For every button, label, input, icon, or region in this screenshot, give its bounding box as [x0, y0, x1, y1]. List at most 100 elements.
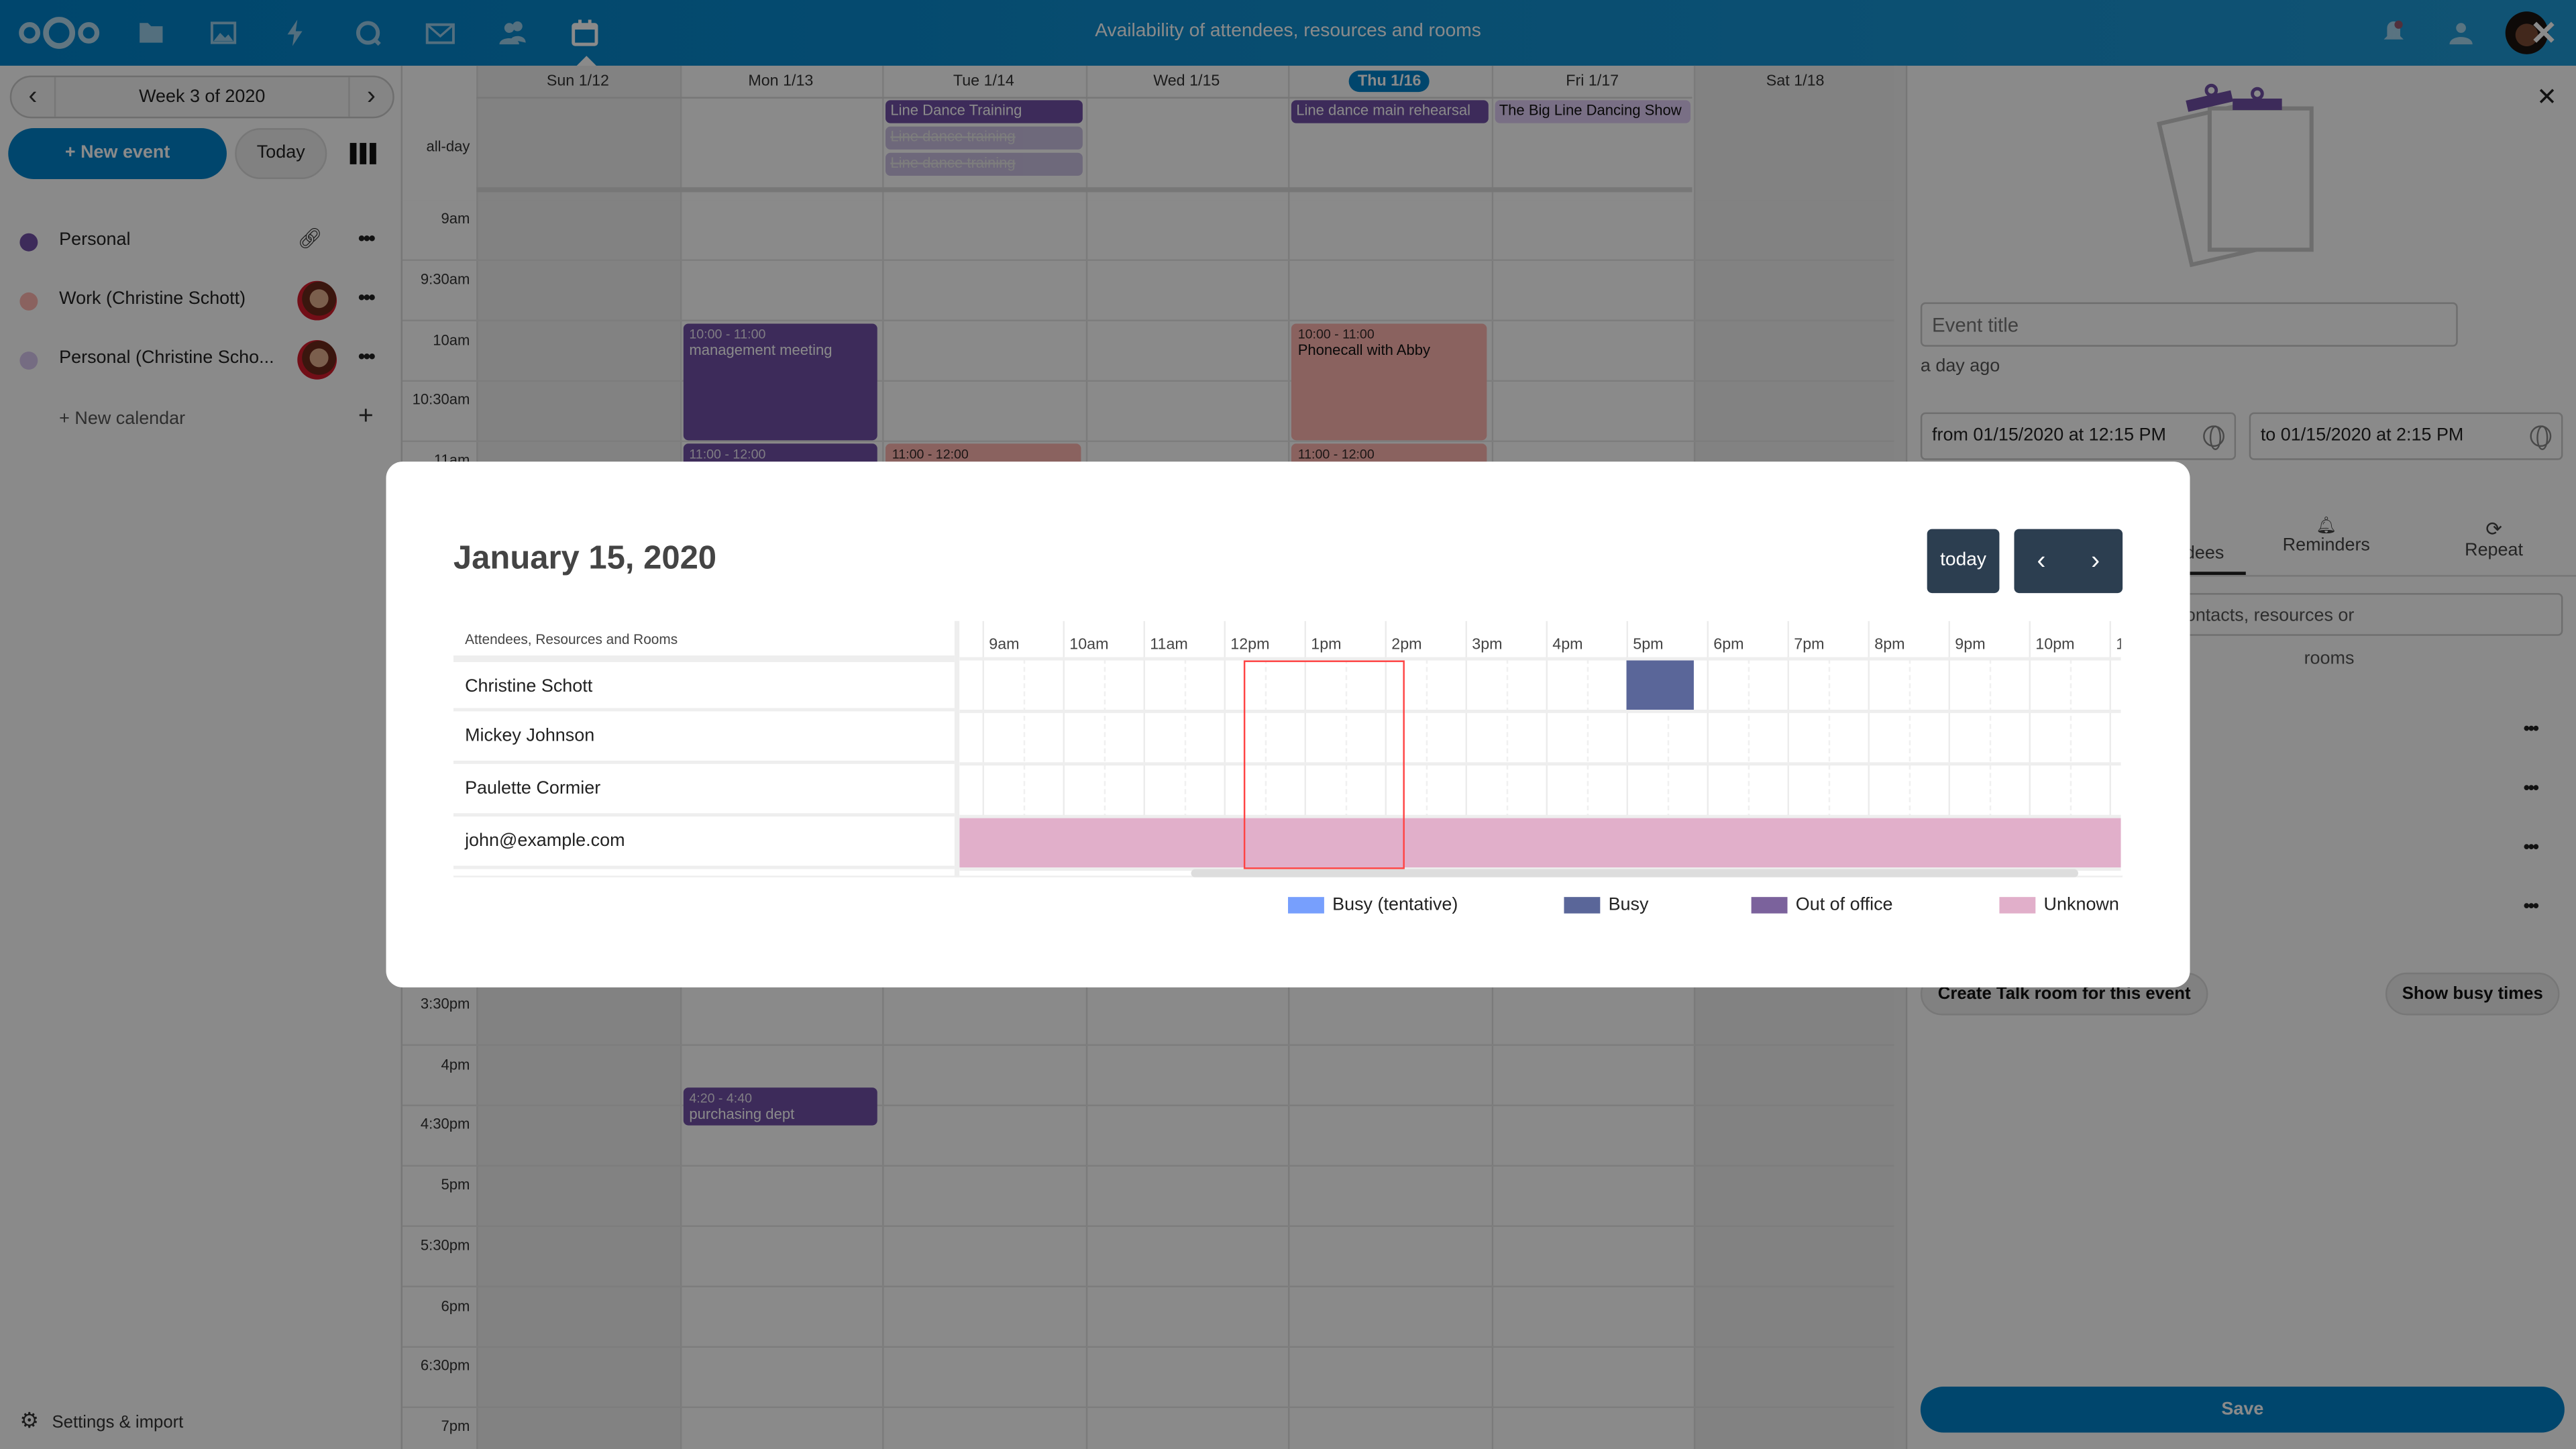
- day-header[interactable]: Thu 1/16: [1288, 70, 1491, 93]
- attendee-more-options-icon[interactable]: •••: [2523, 897, 2539, 917]
- attendee-name: john@example.com: [465, 831, 625, 851]
- start-datetime-input[interactable]: from 01/15/2020 at 12:15 PM: [1920, 412, 2237, 460]
- settings-import-link[interactable]: ⚙ Settings & import: [19, 1408, 183, 1434]
- day-header-label: Sat 1/18: [1766, 72, 1825, 91]
- contacts-menu-icon[interactable]: [2445, 18, 2474, 48]
- time-label: 5pm: [441, 1176, 470, 1193]
- all-day-event[interactable]: Line dance training: [885, 126, 1082, 150]
- timezone-globe-icon[interactable]: [2530, 425, 2552, 451]
- event-time: 10:00 - 11:00: [689, 326, 766, 341]
- mail-icon[interactable]: [425, 18, 455, 48]
- calendar-item[interactable]: Work (Christine Schott) •••: [0, 276, 402, 325]
- hour-gridline: [1224, 621, 1226, 868]
- hour-gridline: [1385, 621, 1387, 868]
- page-title: Availability of attendees, resources and…: [1095, 21, 1481, 42]
- calendar-color-dot[interactable]: [19, 233, 38, 252]
- calendar-name: Personal (Christine Scho...: [59, 348, 274, 368]
- calendar-color-dot[interactable]: [19, 352, 38, 370]
- event-title: management meeting: [689, 341, 833, 358]
- empty-event-illustration-icon: [2156, 83, 2314, 268]
- photos-icon[interactable]: [209, 18, 238, 48]
- nextcloud-logo[interactable]: [16, 15, 101, 59]
- talk-icon[interactable]: [354, 18, 383, 48]
- week-label[interactable]: Week 3 of 2020: [54, 77, 350, 117]
- time-label: 9:30am: [420, 270, 470, 287]
- attendee-row: Christine Schott: [453, 659, 955, 712]
- user-avatar[interactable]: [2505, 11, 2548, 54]
- start-datetime-value: from 01/15/2020 at 12:15 PM: [1932, 425, 2166, 445]
- end-datetime-input[interactable]: to 01/15/2020 at 2:15 PM: [2249, 412, 2563, 460]
- day-header[interactable]: Mon 1/13: [680, 72, 882, 91]
- save-button[interactable]: Save: [1920, 1386, 2565, 1433]
- tab-reminders[interactable]: 🔔︎ Reminders: [2269, 517, 2383, 555]
- close-modal-icon[interactable]: ✕: [2530, 16, 2558, 53]
- new-event-button[interactable]: + New event: [8, 128, 227, 179]
- activity-icon[interactable]: [281, 18, 311, 48]
- more-options-icon[interactable]: •••: [358, 345, 376, 368]
- free-busy-timeline[interactable]: 9am 10am 11am 12pm 1pm 2pm 3pm 4pm 5pm 6pm 7pm 8pm 9…: [959, 621, 2121, 877]
- hour-label: 8pm: [1874, 635, 1905, 654]
- calendar-name: Personal: [59, 229, 131, 250]
- legend-label: Unknown: [2043, 895, 2119, 916]
- end-datetime-value: to 01/15/2020 at 2:15 PM: [2260, 425, 2464, 445]
- day-header[interactable]: Sun 1/12: [476, 72, 679, 91]
- row-divider: [959, 814, 2121, 818]
- calendar-color-dot[interactable]: [19, 292, 38, 311]
- timeline-horizontal-scrollbar[interactable]: [1191, 869, 2078, 877]
- settings-label: Settings & import: [52, 1413, 184, 1433]
- column-divider[interactable]: [954, 621, 960, 877]
- modal-today-button[interactable]: today: [1927, 529, 2000, 594]
- all-day-event[interactable]: The Big Line Dancing Show: [1494, 100, 1691, 123]
- all-day-event[interactable]: Line Dance Training: [885, 100, 1082, 123]
- shared-by-avatar: [297, 280, 337, 321]
- next-week-chevron-icon[interactable]: ›: [366, 82, 376, 111]
- day-header[interactable]: Tue 1/14: [882, 72, 1085, 91]
- more-options-icon[interactable]: •••: [358, 286, 376, 309]
- day-header[interactable]: Wed 1/15: [1085, 72, 1288, 91]
- calendar-icon[interactable]: [570, 18, 600, 48]
- attendee-more-options-icon[interactable]: •••: [2523, 837, 2539, 858]
- calendar-event[interactable]: 4:20 - 4:40 purchasing dept: [682, 1087, 877, 1125]
- time-label: 6pm: [441, 1297, 470, 1313]
- event-title-input[interactable]: Event title: [1920, 302, 2458, 347]
- time-label: 3:30pm: [420, 995, 470, 1012]
- day-header[interactable]: Fri 1/17: [1491, 72, 1693, 91]
- selected-time-range[interactable]: [1244, 660, 1405, 869]
- all-day-label: all-day: [426, 138, 470, 155]
- today-button[interactable]: Today: [235, 128, 327, 179]
- contacts-icon[interactable]: [498, 18, 527, 48]
- timezone-globe-icon[interactable]: [2203, 425, 2224, 451]
- previous-day-chevron-icon[interactable]: ‹: [2037, 546, 2046, 574]
- calendar-item[interactable]: Personal (Christine Scho... •••: [0, 335, 402, 384]
- all-day-event[interactable]: Line dance training: [885, 152, 1082, 176]
- new-calendar-link[interactable]: + New calendar: [59, 409, 186, 429]
- row-divider: [959, 867, 2121, 871]
- hour-label: 9am: [989, 635, 1020, 654]
- time-label: 7pm: [441, 1417, 470, 1434]
- hour-gridline: [1626, 621, 1628, 868]
- share-link-icon[interactable]: 🔗︎: [297, 226, 323, 250]
- next-day-chevron-icon[interactable]: ›: [2091, 546, 2100, 574]
- tab-repeat[interactable]: ⟳ Repeat: [2445, 517, 2543, 560]
- attendee-more-options-icon[interactable]: •••: [2523, 778, 2539, 799]
- hour-gridline: [1143, 621, 1145, 868]
- modal-day-nav: ‹ ›: [2014, 529, 2123, 594]
- calendar-event[interactable]: 10:00 - 11:00 Phonecall with Abby: [1291, 323, 1487, 441]
- all-day-event[interactable]: Line dance main rehearsal: [1291, 100, 1488, 123]
- calendar-event[interactable]: 10:00 - 11:00 management meeting: [682, 323, 877, 441]
- view-switcher-columns-icon[interactable]: [350, 143, 376, 164]
- previous-week-chevron-icon[interactable]: ‹: [28, 82, 38, 111]
- add-calendar-plus-icon[interactable]: +: [358, 402, 374, 431]
- hour-gridline: [1787, 621, 1789, 868]
- notifications-bell-icon[interactable]: [2379, 18, 2408, 48]
- day-header[interactable]: Sat 1/18: [1694, 72, 1896, 91]
- legend-swatch: [1288, 897, 1324, 914]
- more-options-icon[interactable]: •••: [358, 226, 376, 250]
- shared-by-avatar: [297, 339, 337, 380]
- files-icon[interactable]: [136, 18, 166, 48]
- show-busy-times-button[interactable]: Show busy times: [2385, 972, 2560, 1016]
- close-sidebar-icon[interactable]: ✕: [2536, 83, 2558, 112]
- calendar-item[interactable]: Personal 🔗︎ •••: [0, 217, 402, 266]
- hour-gridline: [1868, 621, 1870, 868]
- attendee-more-options-icon[interactable]: •••: [2523, 719, 2539, 740]
